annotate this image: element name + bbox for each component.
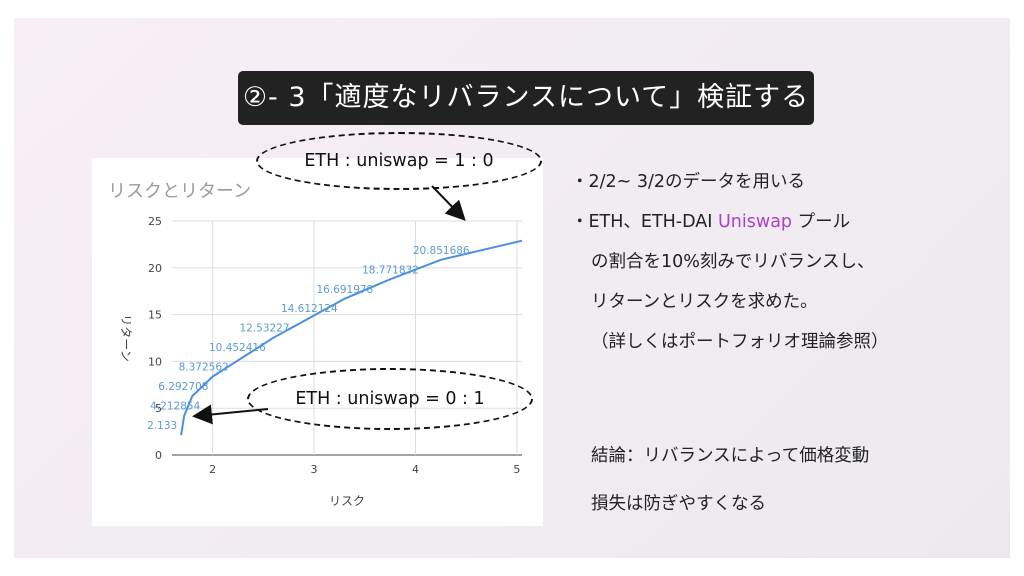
- y-tick-label: 5: [155, 402, 162, 415]
- x-tick-label: 2: [209, 463, 216, 476]
- callout-eth-only: ETH : uniswap = 1 : 0: [256, 132, 542, 190]
- data-label: 16.691978: [316, 284, 373, 296]
- bullet-return-risk: リターンとリスクを求めた。: [591, 292, 818, 312]
- uniswap-highlight: Uniswap: [718, 212, 793, 232]
- data-label: 18.771832: [362, 264, 419, 276]
- data-label: 6.292708: [158, 381, 208, 393]
- data-label: 2.133: [147, 420, 177, 432]
- bullet-theory-note: （詳しくはポートフォリオ理論参照）: [591, 332, 889, 352]
- bullet-pool-prefix: ・ETH、ETH-DAI: [571, 212, 718, 232]
- series-line: [180, 239, 523, 436]
- y-tick-label: 10: [148, 355, 162, 368]
- data-label: 14.612124: [281, 303, 338, 315]
- x-tick-label: 5: [513, 463, 520, 476]
- bullet-list: ・2/2~ 3/2のデータを用いる ・ETH、ETH-DAI Uniswap プ…: [571, 168, 991, 368]
- x-tick-label: 3: [311, 463, 318, 476]
- x-axis-label: リスク: [329, 494, 365, 508]
- data-label: 12.53227: [239, 323, 289, 335]
- slide-title: ②- 3「適度なリバランスについて」検証する: [238, 71, 814, 125]
- y-tick-label: 20: [148, 262, 162, 275]
- y-tick-label: 0: [155, 449, 162, 462]
- data-label: 8.372562: [179, 362, 229, 374]
- y-tick-label: 15: [148, 309, 162, 322]
- y-axis-label: リターン: [119, 314, 133, 361]
- data-label: 4.212854: [150, 401, 200, 413]
- conclusion: 結論：リバランスによって価格変動 損失は防ぎやすくなる: [591, 432, 991, 528]
- bullet-pool: ・ETH、ETH-DAI Uniswap プール: [571, 208, 991, 236]
- conclusion-line-1: 結論：リバランスによって価格変動: [591, 446, 870, 466]
- y-tick-label: 25: [148, 215, 162, 228]
- x-tick-label: 4: [412, 463, 419, 476]
- chart-panel: リスクとリターン 0 5 10 15 20 25 2 3 4 5 リスク リターン 2.133 4.2128…: [92, 158, 543, 526]
- risk-return-chart: リスクとリターン 0 5 10 15 20 25 2 3 4 5 リスク リターン 2.133 4.2128…: [108, 181, 523, 508]
- conclusion-line-2: 損失は防ぎやすくなる: [591, 494, 766, 514]
- callout-eth-only-text: ETH : uniswap = 1 : 0: [304, 151, 494, 171]
- bullet-data-period: ・2/2~ 3/2のデータを用いる: [571, 172, 806, 192]
- callout-uniswap-only: ETH : uniswap = 0 : 1: [247, 368, 533, 430]
- data-label: 20.851686: [413, 245, 470, 257]
- chart-title: リスクとリターン: [108, 181, 251, 202]
- callout-uniswap-only-text: ETH : uniswap = 0 : 1: [295, 389, 485, 409]
- bullet-rebalance: の割合を10%刻みでリバランスし、: [591, 252, 875, 272]
- bullet-pool-suffix: プール: [792, 212, 851, 232]
- data-label: 10.452416: [209, 342, 266, 354]
